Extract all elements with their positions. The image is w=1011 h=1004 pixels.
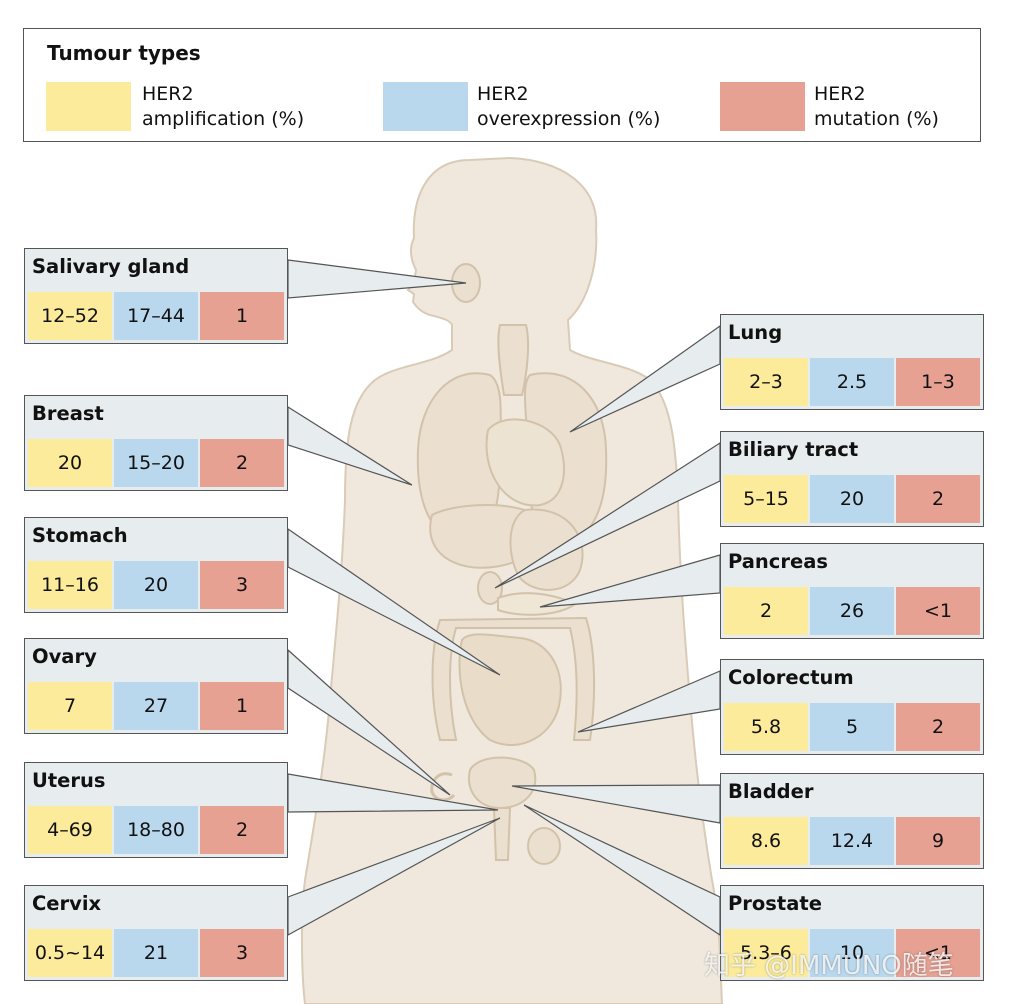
amplification-value: 2–3 <box>724 358 808 406</box>
callout-stomach <box>287 527 501 676</box>
callout-group <box>287 259 721 937</box>
tumour-card-colorectum: Colorectum 5.8 5 2 <box>720 659 984 755</box>
tumour-card-cervix: Cervix 0.5~14 21 3 <box>24 885 288 981</box>
amplification-swatch-icon <box>46 82 131 131</box>
tumour-name: Biliary tract <box>728 438 859 461</box>
cervix-organ <box>492 807 512 861</box>
gallbladder-organ <box>477 571 503 605</box>
mutation-value: 2 <box>200 806 284 854</box>
tumour-name: Colorectum <box>728 666 854 689</box>
tumour-name: Bladder <box>728 780 814 803</box>
overexpression-value: 2.5 <box>810 358 894 406</box>
amplification-value: 2 <box>724 587 808 635</box>
amplification-value: 8.6 <box>724 817 808 865</box>
tumour-card-pancreas: Pancreas 2 26 <1 <box>720 543 984 639</box>
tumour-name: Stomach <box>32 524 128 547</box>
tumour-name: Prostate <box>728 892 822 915</box>
legend-item-line1: HER2 <box>477 83 529 105</box>
tumour-name: Uterus <box>32 769 106 792</box>
tumour-card-bladder: Bladder 8.6 12.4 9 <box>720 773 984 869</box>
overexpression-value: 20 <box>810 475 894 523</box>
callout-ovary <box>287 648 451 796</box>
prostate-organ <box>527 827 561 865</box>
tumour-card-uterus: Uterus 4–69 18–80 2 <box>24 762 288 858</box>
tumour-card-ovary: Ovary 7 27 1 <box>24 638 288 734</box>
amplification-value: 11–16 <box>28 561 112 609</box>
mutation-value: 2 <box>200 439 284 487</box>
tumour-card-biliary-tract: Biliary tract 5–15 20 2 <box>720 431 984 527</box>
legend-item-line1: HER2 <box>142 83 194 105</box>
amplification-value: 7 <box>28 682 112 730</box>
overexpression-value: 17–44 <box>114 292 198 340</box>
tumour-card-stomach: Stomach 11–16 20 3 <box>24 517 288 613</box>
tumour-name: Pancreas <box>728 550 828 573</box>
tumour-name: Cervix <box>32 892 102 915</box>
heart-organ <box>485 418 565 507</box>
overexpression-value: 18–80 <box>114 806 198 854</box>
tumour-name: Breast <box>32 402 104 425</box>
overexpression-value: 27 <box>114 682 198 730</box>
tumour-card-salivary-gland: Salivary gland 12–52 17–44 1 <box>24 248 288 344</box>
ovary-left-organ <box>430 772 456 802</box>
overexpression-swatch-icon <box>383 82 468 131</box>
small-intestine-organ <box>458 633 562 746</box>
overexpression-value: 21 <box>114 929 198 977</box>
tumour-name: Ovary <box>32 645 97 668</box>
mutation-value: <1 <box>896 929 980 977</box>
mutation-value: 1–3 <box>896 358 980 406</box>
legend: Tumour types HER2 amplification (%) HER2… <box>23 28 981 142</box>
callout-breast <box>287 405 413 486</box>
tumour-card-prostate: Prostate 5.3–6 10 <1 <box>720 885 984 981</box>
mutation-value: 3 <box>200 561 284 609</box>
overexpression-value: 26 <box>810 587 894 635</box>
mutation-value: 1 <box>200 292 284 340</box>
amplification-value: 4–69 <box>28 806 112 854</box>
overexpression-value: 12.4 <box>810 817 894 865</box>
mutation-swatch-icon <box>720 82 805 131</box>
amplification-value: 5–15 <box>724 475 808 523</box>
mutation-value: 1 <box>200 682 284 730</box>
mutation-value: 9 <box>896 817 980 865</box>
tumour-name: Lung <box>728 321 783 344</box>
tumour-name: Salivary gland <box>32 255 190 278</box>
amplification-value: 0.5~14 <box>28 929 112 977</box>
organ-group <box>416 263 608 865</box>
callout-cervix <box>287 817 501 937</box>
tumour-card-breast: Breast 20 15–20 2 <box>24 395 288 491</box>
watermark: 知乎 @IMMUNO随笔 <box>704 951 954 981</box>
legend-item-line2: mutation (%) <box>814 108 939 130</box>
mutation-value: <1 <box>896 587 980 635</box>
colon-organ <box>431 616 596 741</box>
amplification-value: 20 <box>28 439 112 487</box>
mutation-value: 2 <box>896 475 980 523</box>
callout-salivary-gland <box>287 259 467 299</box>
legend-item-line2: amplification (%) <box>142 108 305 130</box>
overexpression-value: 20 <box>114 561 198 609</box>
uterus-organ <box>467 756 537 810</box>
mutation-value: 3 <box>200 929 284 977</box>
legend-title: Tumour types <box>47 41 201 65</box>
legend-item-line1: HER2 <box>814 83 866 105</box>
overexpression-value: 15–20 <box>114 439 198 487</box>
amplification-value: 5.3–6 <box>724 929 808 977</box>
trachea-organ <box>497 324 530 396</box>
amplification-value: 12–52 <box>28 292 112 340</box>
overexpression-value: 5 <box>810 703 894 751</box>
legend-item-line2: overexpression (%) <box>477 108 661 130</box>
mutation-value: 2 <box>896 703 980 751</box>
tumour-card-lung: Lung 2–3 2.5 1–3 <box>720 314 984 410</box>
callout-uterus <box>287 773 499 813</box>
amplification-value: 5.8 <box>724 703 808 751</box>
overexpression-value: 10 <box>810 929 894 977</box>
